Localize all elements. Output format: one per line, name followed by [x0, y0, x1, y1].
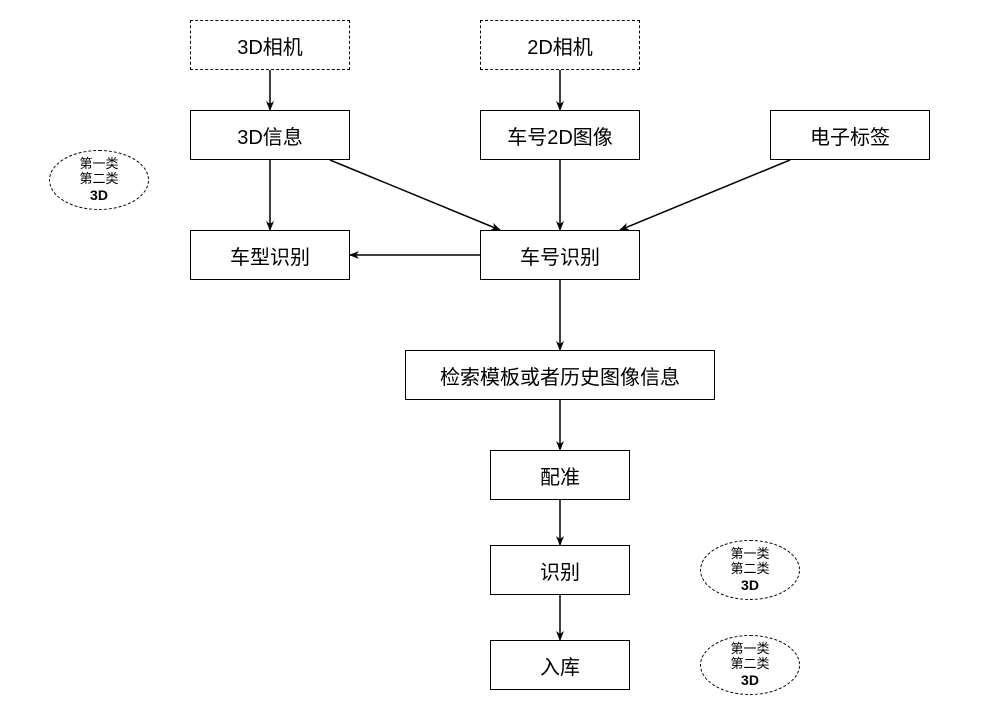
car-number-recog-box: 车号识别: [480, 230, 640, 280]
category-note-3-line3: 3D: [741, 672, 759, 688]
registration-box: 配准: [490, 450, 630, 500]
retrieve-template-label: 检索模板或者历史图像信息: [440, 361, 680, 390]
category-note-1-line1: 第一类: [79, 157, 118, 172]
category-note-3: 第一类 第二类 3D: [700, 635, 800, 695]
camera-3d-label: 3D相机: [237, 31, 303, 60]
car-type-recog-box: 车型识别: [190, 230, 350, 280]
category-note-1-line2: 第二类: [79, 172, 118, 187]
car-type-recog-label: 车型识别: [230, 241, 310, 270]
recognition-box: 识别: [490, 545, 630, 595]
category-note-2-line3: 3D: [741, 577, 759, 593]
carnum-2d-image-label: 车号2D图像: [507, 121, 613, 150]
category-note-3-line2: 第二类: [730, 657, 769, 672]
camera-3d-box: 3D相机: [190, 20, 350, 70]
electronic-tag-box: 电子标签: [770, 110, 930, 160]
storage-box: 入库: [490, 640, 630, 690]
storage-label: 入库: [540, 651, 580, 680]
info-3d-label: 3D信息: [237, 121, 303, 150]
info-3d-box: 3D信息: [190, 110, 350, 160]
retrieve-template-box: 检索模板或者历史图像信息: [405, 350, 715, 400]
category-note-1-line3: 3D: [90, 187, 108, 203]
camera-2d-label: 2D相机: [527, 31, 593, 60]
carnum-2d-image-box: 车号2D图像: [480, 110, 640, 160]
category-note-1: 第一类 第二类 3D: [49, 150, 149, 210]
category-note-2-line1: 第一类: [730, 547, 769, 562]
category-note-2: 第一类 第二类 3D: [700, 540, 800, 600]
category-note-3-line1: 第一类: [730, 642, 769, 657]
recognition-label: 识别: [540, 556, 580, 585]
electronic-tag-label: 电子标签: [810, 121, 890, 150]
category-note-2-line2: 第二类: [730, 562, 769, 577]
registration-label: 配准: [540, 461, 580, 490]
camera-2d-box: 2D相机: [480, 20, 640, 70]
car-number-recog-label: 车号识别: [520, 241, 600, 270]
